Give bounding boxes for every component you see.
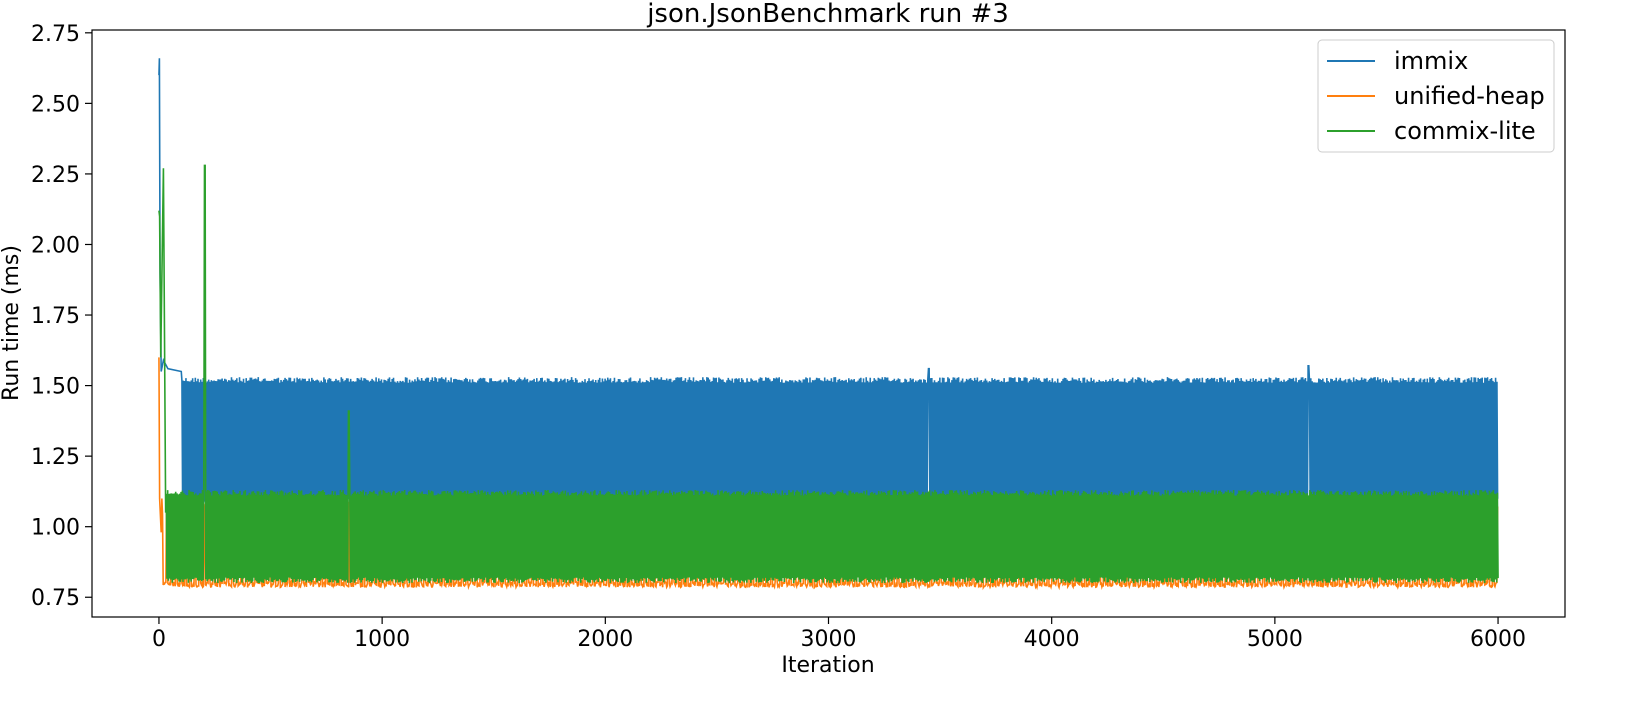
legend-label-immix: immix (1394, 47, 1468, 75)
y-tick-label: 1.00 (31, 516, 80, 541)
y-tick-label: 1.25 (31, 445, 80, 470)
x-axis-title: Iteration (781, 653, 874, 678)
y-tick-label: 2.25 (31, 163, 80, 188)
x-tick-label: 0 (152, 627, 166, 652)
y-axis: 0.75 1.00 1.25 1.50 1.75 2.00 2.25 2.50 2.75 (31, 22, 92, 611)
y-tick-label: 1.75 (31, 304, 80, 329)
x-tick-label: 2000 (577, 627, 633, 652)
x-tick-label: 1000 (354, 627, 410, 652)
series-layer (158, 58, 1499, 591)
y-tick-label: 2.50 (31, 92, 80, 117)
legend-label-unified-heap: unified-heap (1394, 82, 1545, 110)
y-tick-label: 1.50 (31, 375, 80, 400)
x-axis: 0 1000 2000 3000 4000 5000 6000 (152, 617, 1526, 652)
legend-label-commix-lite: commix-lite (1394, 117, 1536, 145)
x-tick-label: 5000 (1247, 627, 1303, 652)
y-tick-label: 2.00 (31, 233, 80, 258)
y-tick-label: 0.75 (31, 586, 80, 611)
legend-box (1317, 39, 1555, 153)
legend: immix unified-heap commix-lite (1317, 39, 1555, 153)
x-tick-label: 6000 (1470, 627, 1526, 652)
series-line-commix-lite (158, 164, 1499, 584)
x-tick-label: 3000 (801, 627, 857, 652)
chart-title: json.JsonBenchmark run #3 (646, 0, 1009, 29)
x-tick-label: 4000 (1024, 627, 1080, 652)
y-tick-label: 2.75 (31, 22, 80, 47)
y-axis-title: Run time (ms) (0, 245, 24, 401)
